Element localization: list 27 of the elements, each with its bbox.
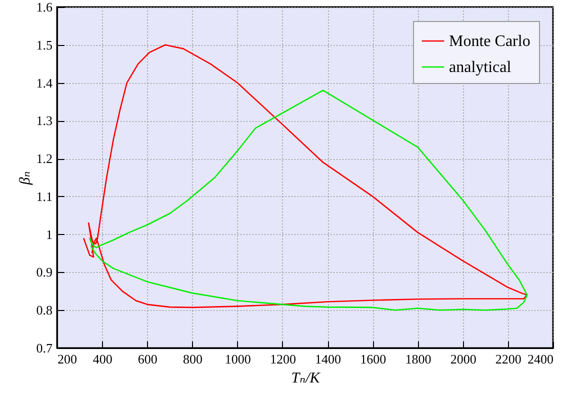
y-tick-label: 1.1 [36, 188, 52, 204]
y-tick-label: 1.3 [36, 113, 52, 128]
x-tick-label: 400 [92, 352, 112, 366]
x-tick-label: 1600 [360, 352, 386, 366]
line-series [89, 90, 528, 311]
x-tick-label: 1200 [270, 352, 296, 366]
y-tick-label: 1 [46, 226, 52, 242]
y-tick-label: 1.4 [36, 75, 53, 90]
x-tick-label: 1400 [315, 352, 342, 366]
x-tick-label: 2000 [450, 352, 476, 366]
x-tick-label: 1800 [405, 352, 432, 366]
y-tick-label: 0.7 [36, 340, 53, 356]
y-tick-label: 1.2 [36, 151, 52, 166]
x-tick-label: 2400 [528, 352, 554, 366]
y-tick-label: 1.5 [36, 37, 52, 52]
legend-label: analytical [449, 59, 512, 76]
legend-label: Monte Carlo [449, 33, 530, 50]
y-tick-label: 1.6 [36, 0, 53, 14]
x-tick-label: 800 [183, 352, 203, 366]
x-tick-label: 1000 [224, 352, 251, 366]
y-tick-label: 0.9 [36, 264, 52, 280]
x-axis-title: Tₙ/K [291, 370, 321, 386]
x-tick-label: 600 [138, 352, 158, 366]
y-tick-label: 0.8 [36, 302, 52, 318]
x-tick-label: 2200 [495, 352, 522, 366]
y-axis-title: βₙ [17, 171, 34, 186]
x-tick-label: 200 [58, 352, 77, 366]
